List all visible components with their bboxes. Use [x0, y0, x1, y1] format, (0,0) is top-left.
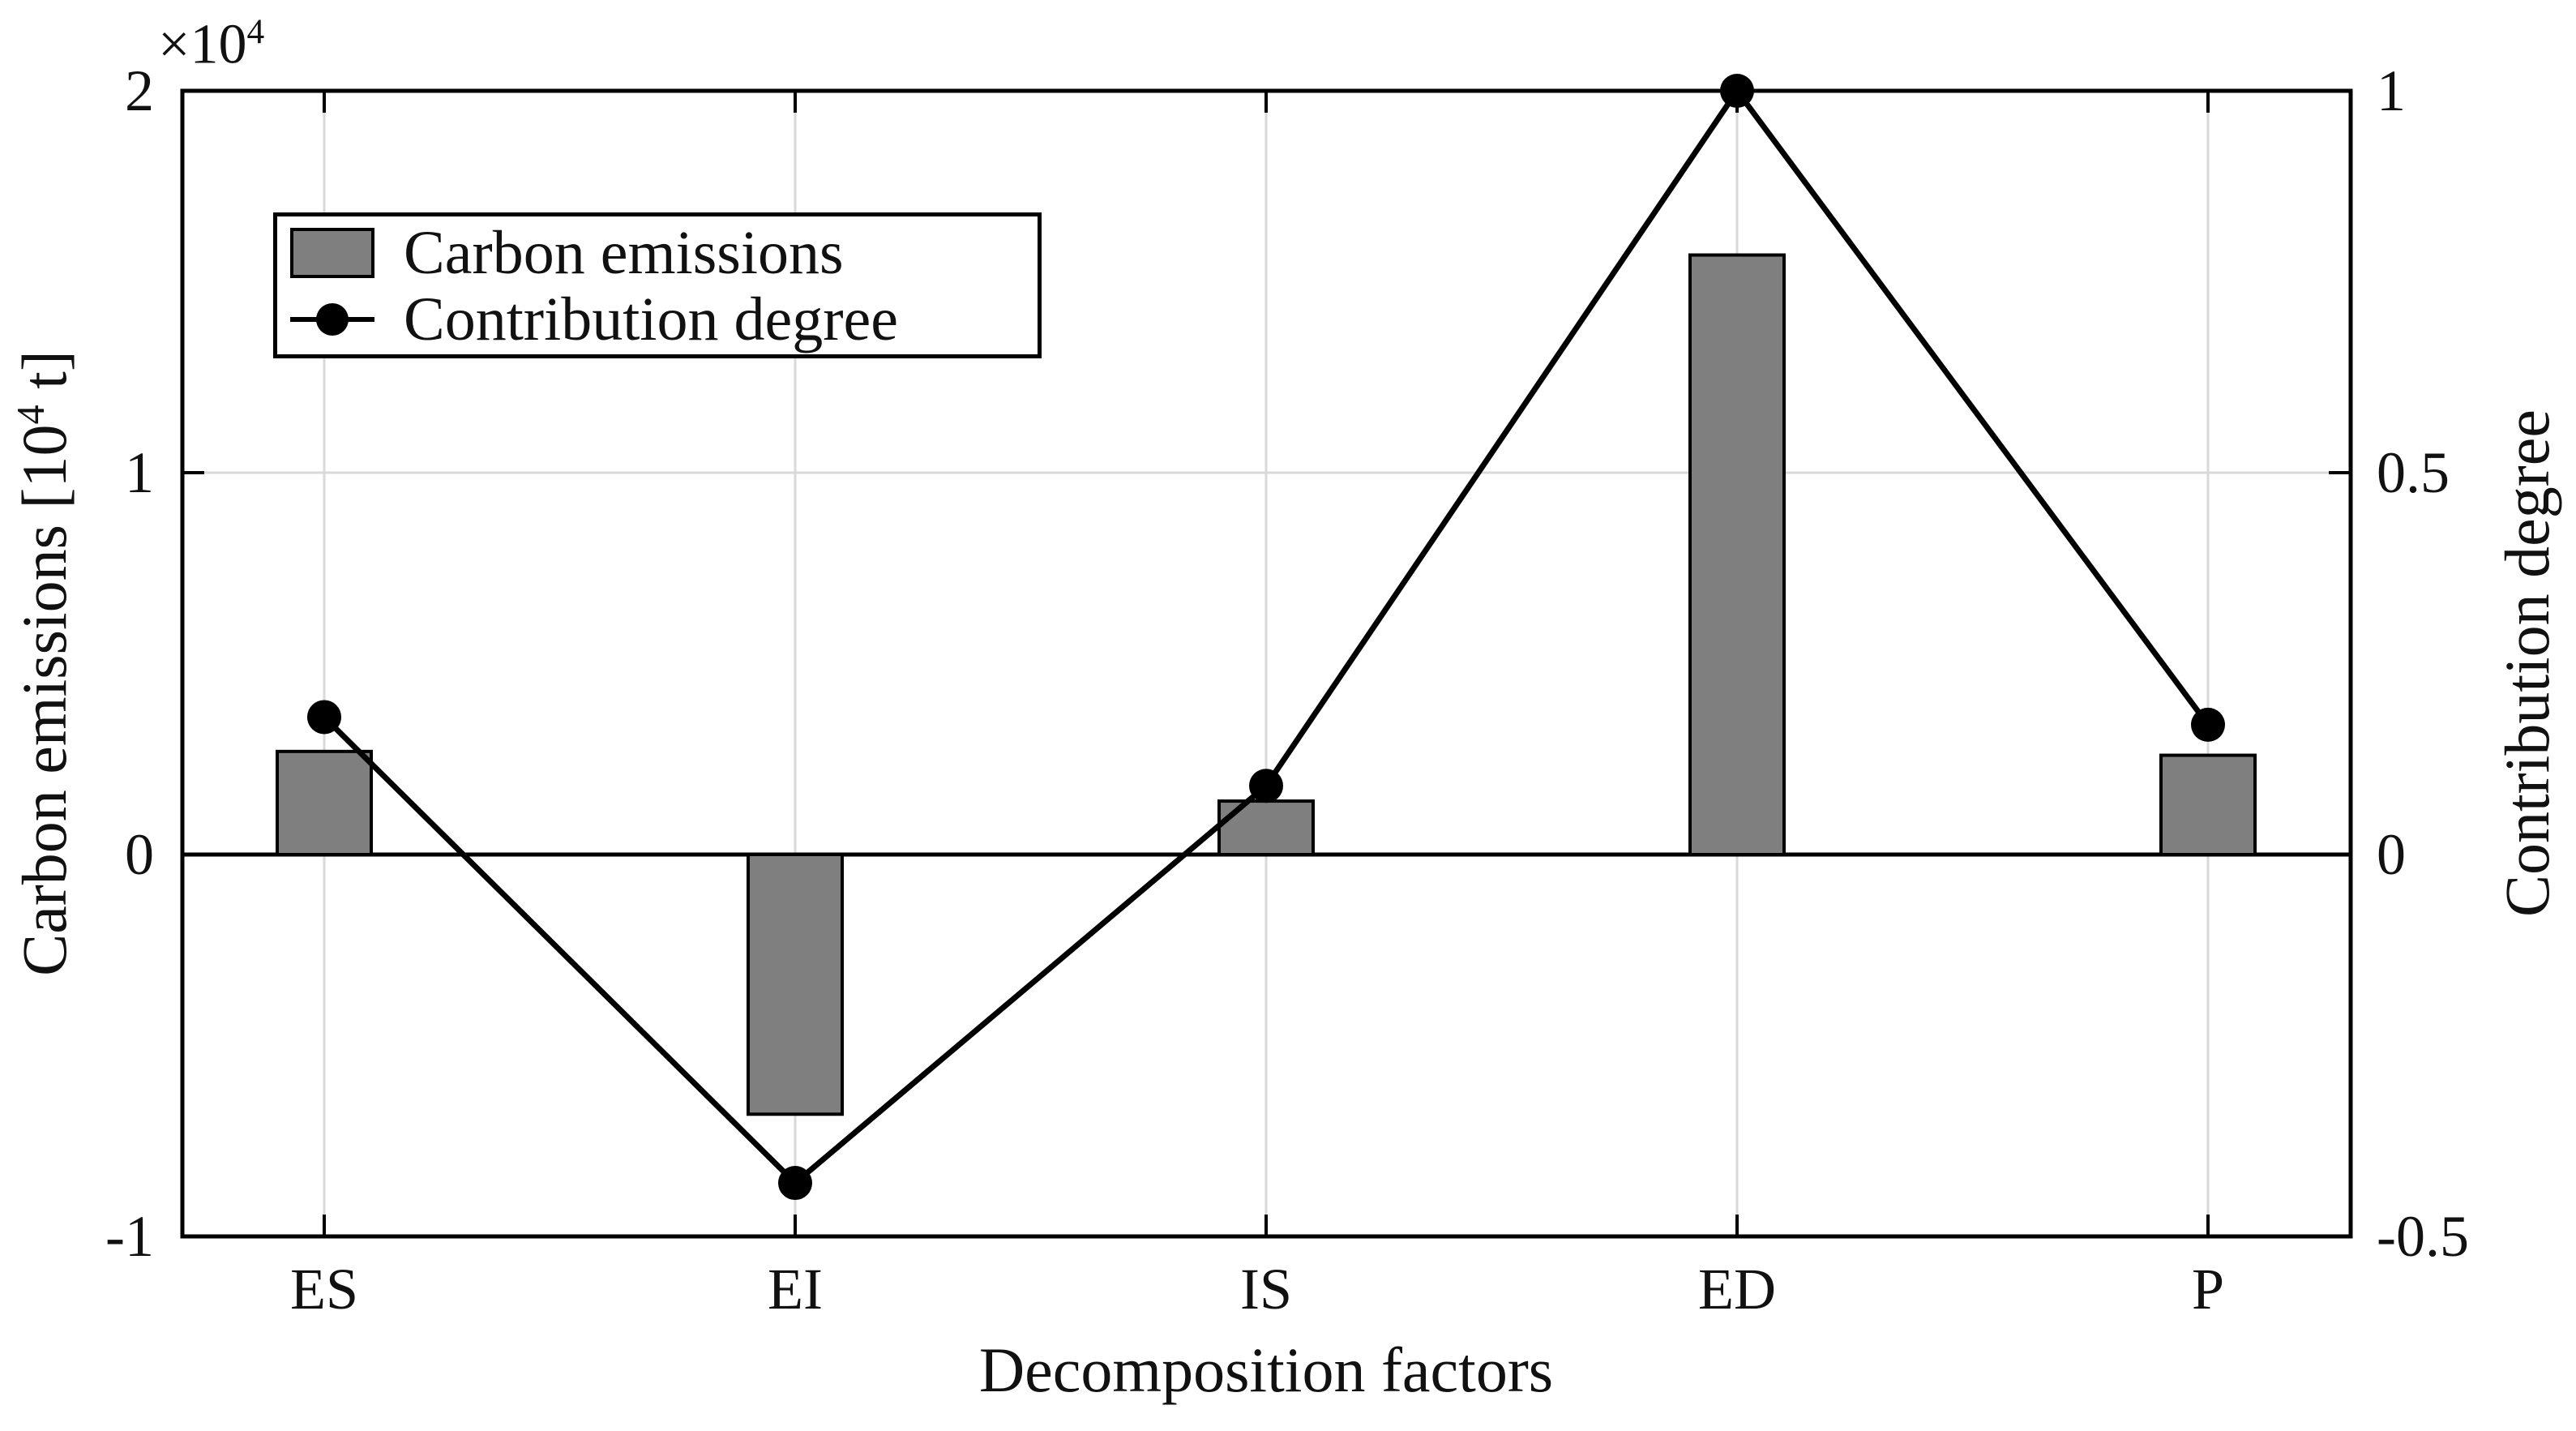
x-tick-label-P: P [2191, 1257, 2225, 1322]
x-tick-label-IS: IS [1239, 1257, 1293, 1322]
right-y-tick-label-1: 1 [2377, 58, 2406, 123]
legend-line-marker-icon [290, 302, 374, 337]
legend: Carbon emissions Contribution degree [273, 212, 1042, 358]
left-y-tick-label-1: 1 [125, 440, 154, 505]
marker-ES [307, 700, 341, 735]
marker-IS [1249, 769, 1283, 803]
marker-EI [778, 1166, 812, 1201]
y-axis-multiplier: ×104 [158, 12, 265, 76]
right-y-tick-label--0.5: -0.5 [2377, 1204, 2469, 1269]
bar-P [2159, 753, 2257, 856]
left-y-tick-label-2: 2 [125, 58, 154, 123]
bar-EI [747, 853, 844, 1116]
legend-entry-contribution-degree: Contribution degree [277, 288, 1038, 351]
right-y-tick-label-0.5: 0.5 [2377, 440, 2450, 505]
marker-ED [1720, 74, 1754, 108]
bar-IS [1217, 799, 1315, 856]
x-tick-label-ES: ES [289, 1257, 359, 1322]
left-y-tick-label--1: -1 [105, 1204, 154, 1269]
x-tick-label-ED: ED [1698, 1257, 1776, 1322]
legend-entry-carbon-emissions: Carbon emissions [277, 221, 1038, 285]
right-y-axis-label: Contribution degree [2492, 409, 2562, 918]
left-y-tick-label-0: 0 [125, 822, 154, 887]
bar-ES [276, 749, 373, 857]
bar-ED [1688, 253, 1786, 856]
x-tick-label-EI: EI [768, 1257, 823, 1322]
right-y-tick-label-0: 0 [2377, 822, 2406, 887]
legend-label-contribution-degree: Contribution degree [404, 285, 898, 353]
legend-bar-swatch [290, 228, 374, 278]
x-axis-label: Decomposition factors [978, 1335, 1554, 1405]
legend-label-carbon-emissions: Carbon emissions [404, 219, 844, 287]
marker-P [2191, 707, 2225, 742]
